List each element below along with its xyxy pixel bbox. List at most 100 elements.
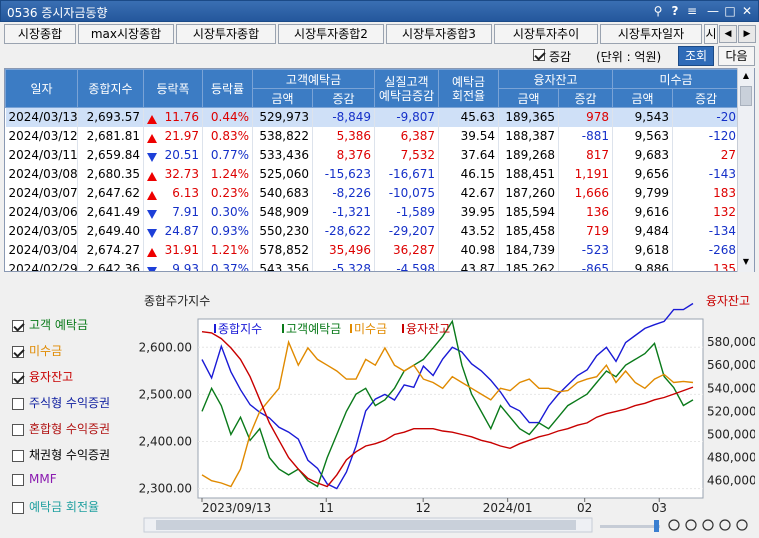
cell-value: 2024/03/13: [8, 110, 78, 125]
legend-swatch: [402, 324, 404, 333]
tab-next-button[interactable]: ▶: [738, 25, 756, 43]
header-unpaid-diff[interactable]: 증감: [672, 88, 741, 108]
tab-market-investment-2[interactable]: 시장투자종합2: [278, 24, 384, 44]
legend-item[interactable]: 고객 예탁금: [12, 316, 88, 333]
header-deposit[interactable]: 고객예탁금: [251, 69, 376, 89]
legend-checkbox[interactable]: [12, 473, 24, 486]
cell-value: -28,622: [324, 224, 372, 238]
menu-icon[interactable]: ≡: [686, 4, 698, 18]
legend-checkbox[interactable]: [12, 423, 24, 436]
header-change[interactable]: 등락폭: [143, 69, 203, 108]
x-tick: 12: [416, 501, 431, 515]
tab-market-investment-trend[interactable]: 시장투자추이: [494, 24, 598, 44]
legend-item[interactable]: 채권형 수익증권: [12, 446, 110, 463]
header-margin[interactable]: 융자잔고: [498, 69, 614, 89]
minimize-icon[interactable]: —: [707, 4, 719, 18]
cell-date: 2024/03/07: [5, 183, 78, 203]
tab-prev-button[interactable]: ◀: [719, 25, 737, 43]
legend-series-name: 융자잔고: [406, 322, 450, 336]
cell-deposit-diff: -8,849: [312, 107, 376, 127]
legend-checkbox[interactable]: [12, 449, 24, 462]
tab-navigation: ◀ ▶: [717, 24, 757, 44]
cell-index: 2,641.49: [77, 202, 144, 222]
diff-checkbox[interactable]: [533, 49, 545, 61]
cell-date: 2024/03/08: [5, 164, 78, 184]
header-turnover[interactable]: 예탁금 회전율: [438, 69, 500, 108]
header-rate[interactable]: 등락률: [202, 69, 253, 108]
cell-value: 7.91: [172, 205, 199, 219]
table-row[interactable]: 2024/03/12 2,681.81 21.97 0.83% 538,822 5,386…: [5, 126, 741, 146]
scroll-down-icon[interactable]: ▼: [742, 257, 750, 266]
y-right-tick: 580,000: [707, 335, 755, 349]
cell-value: -8,849: [332, 110, 372, 125]
cell-date: 2024/03/04: [5, 240, 78, 260]
scroll-thumb[interactable]: [740, 86, 752, 106]
tab-market-investment-3[interactable]: 시장투자종합3: [386, 24, 492, 44]
query-button[interactable]: 조회: [678, 46, 714, 66]
legend-checkbox[interactable]: [12, 345, 24, 358]
tab-market-overview[interactable]: 시장종합: [4, 24, 76, 44]
maximize-icon[interactable]: □: [724, 4, 736, 18]
header-unpaid-amount[interactable]: 금액: [612, 88, 674, 108]
legend-checkbox[interactable]: [12, 501, 24, 514]
header-margin-amount[interactable]: 금액: [498, 88, 560, 108]
cell-date: 2024/03/11: [5, 145, 78, 165]
table-row[interactable]: 2024/03/06 2,641.49 7.91 0.30% 548,909 -1,321…: [5, 202, 741, 222]
legend-checkbox[interactable]: [12, 319, 24, 332]
legend-item[interactable]: 혼합형 수익증권: [12, 420, 110, 437]
close-icon[interactable]: ✕: [741, 4, 753, 18]
cell-value: 533,436: [259, 148, 309, 162]
scroll-up-icon[interactable]: ▲: [742, 71, 750, 80]
header-margin-diff[interactable]: 증감: [558, 88, 614, 108]
arrow-down-icon: [147, 229, 157, 238]
cell-rate: 0.30%: [202, 202, 253, 222]
tab-market-investment[interactable]: 시장투자종합: [176, 24, 276, 44]
cell-index: 2,642.36: [77, 259, 144, 271]
table-row[interactable]: 2024/03/11 2,659.84 20.51 0.77% 533,436 8,376…: [5, 145, 741, 165]
legend-checkbox[interactable]: [12, 371, 24, 384]
header-unpaid[interactable]: 미수금: [612, 69, 741, 89]
cell-value: 538,822: [259, 129, 309, 143]
legend-checkbox[interactable]: [12, 397, 24, 410]
legend-item[interactable]: 주식형 수익증권: [12, 394, 110, 411]
next-button[interactable]: 다음: [718, 46, 755, 66]
zoom-fit-icon: [702, 519, 714, 531]
cell-rate: 0.44%: [202, 107, 253, 127]
zoom-in-icon: [685, 519, 697, 531]
help-icon[interactable]: ?: [671, 4, 679, 18]
y-right-tick: 500,000: [707, 427, 755, 441]
pin-icon[interactable]: ⚲: [653, 4, 663, 18]
header-real-deposit[interactable]: 실질고객 예탁금증감: [374, 69, 440, 108]
table-row[interactable]: 2024/03/13 2,693.57 11.76 0.44% 529,973 -8,84…: [5, 107, 741, 127]
cell-margin-diff: 136: [558, 202, 614, 222]
table-row[interactable]: 2024/03/07 2,647.62 6.13 0.23% 540,683 -8,226…: [5, 183, 741, 203]
table-row[interactable]: 2024/03/08 2,680.35 32.73 1.24% 525,060 -15,6…: [5, 164, 741, 184]
legend-label: 주식형 수익증권: [29, 396, 111, 410]
cell-rate: 0.83%: [202, 126, 253, 146]
legend-item[interactable]: MMF: [12, 472, 57, 486]
table-row[interactable]: 2024/02/29 2,642.36 9.93 0.37% 543,356 -5,328…: [5, 259, 741, 271]
cell-value: 43.52: [460, 224, 496, 238]
cell-value: 189,268: [505, 148, 556, 162]
legend-item[interactable]: 예탁금 회전율: [12, 498, 99, 515]
y-left-tick: 2,400.00: [139, 434, 192, 448]
vertical-scrollbar[interactable]: ▲ ▼: [737, 68, 754, 272]
table-row[interactable]: 2024/03/05 2,649.40 24.87 0.93% 550,230 -28,6…: [5, 221, 741, 241]
tab-overflow[interactable]: 시: [704, 24, 718, 44]
cell-index: 2,681.81: [77, 126, 144, 146]
tab-market-investment-daily[interactable]: 시장투자일자: [600, 24, 702, 44]
header-deposit-amount[interactable]: 금액: [252, 88, 313, 108]
legend-item[interactable]: 미수금: [12, 342, 62, 359]
header-deposit-diff[interactable]: 증감: [311, 88, 376, 108]
cell-deposit: 543,356: [252, 259, 313, 271]
table-row[interactable]: 2024/03/04 2,674.27 31.91 1.21% 578,852 35,49…: [5, 240, 741, 260]
cell-value: 9,618: [634, 243, 670, 257]
cell-value: -881: [581, 129, 610, 143]
header-date[interactable]: 일자: [5, 69, 78, 108]
legend-item[interactable]: 융자잔고: [12, 368, 73, 385]
header-index[interactable]: 종합지수: [77, 69, 144, 108]
tab-max-market-overview[interactable]: max시장종합: [78, 24, 174, 44]
cell-value: 0.83%: [210, 129, 249, 143]
cell-index: 2,693.57: [77, 107, 144, 127]
cell-deposit: 550,230: [252, 221, 313, 241]
